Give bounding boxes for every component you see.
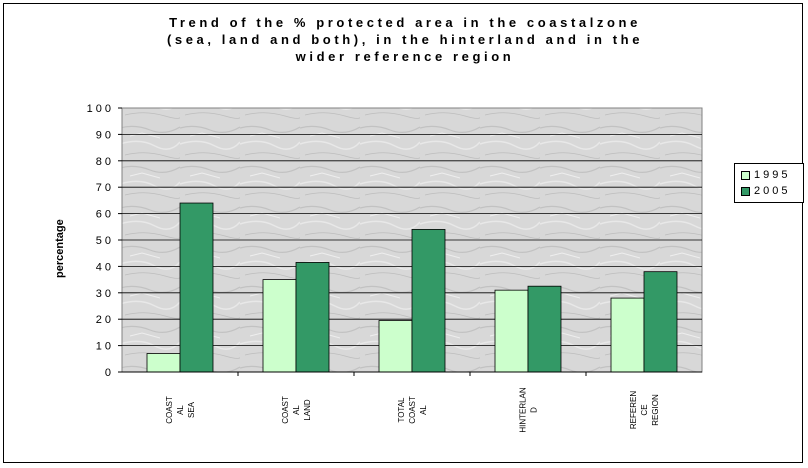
x-tick-label: AL — [176, 405, 185, 415]
legend-label-1995: 1995 — [754, 169, 791, 181]
x-tick-labels: COAST AL SEA COAST AL LAND TOTAL COAST AL HINTERL… — [165, 372, 660, 433]
x-tick-label: AL — [292, 405, 301, 415]
legend-item-1995: 1995 — [741, 169, 790, 181]
y-tick-label: 80 — [96, 156, 114, 168]
y-tick-label: 0 — [105, 367, 114, 379]
x-tick-label: LAND — [303, 399, 312, 421]
y-tick-label: 100 — [87, 103, 114, 115]
legend: 1995 2005 — [734, 163, 804, 203]
y-tick-label: 20 — [96, 314, 114, 326]
bar-2005-4 — [527, 285, 562, 373]
bar-2005-2 — [295, 262, 330, 373]
legend-swatch-2005 — [741, 186, 750, 196]
x-tick-label: REGION — [651, 394, 660, 426]
legend-item-2005: 2005 — [741, 185, 790, 197]
x-tick-label: CE — [640, 404, 649, 415]
x-tick-label: D — [530, 407, 539, 413]
bar-1995-1 — [146, 353, 181, 373]
bar-1995-5 — [610, 297, 645, 373]
bar-2005-5 — [643, 271, 678, 373]
x-tick-label: REFEREN — [629, 391, 638, 429]
bar-1995-3 — [378, 320, 413, 373]
chart-title: Trend of the % protected area in the coa… — [95, 14, 715, 65]
y-tick-label: 30 — [96, 288, 114, 300]
y-tick-label: 70 — [96, 182, 114, 194]
bar-1995-4 — [494, 289, 529, 373]
x-tick-label: COAST — [408, 396, 417, 424]
x-tick-label: TOTAL — [397, 397, 406, 423]
x-tick-label: HINTERLAN — [519, 387, 528, 433]
chart-title-line-3: wider reference region — [295, 49, 515, 64]
x-tick-label: COAST — [281, 396, 290, 424]
y-tick-label: 90 — [96, 129, 114, 141]
bars — [146, 202, 678, 373]
x-tick-label: COAST — [165, 396, 174, 424]
legend-label-2005: 2005 — [754, 185, 791, 197]
legend-swatch-1995 — [741, 170, 750, 180]
bar-2005-1 — [179, 202, 214, 373]
x-tick-label: AL — [419, 405, 428, 415]
y-tick-label: 50 — [96, 235, 114, 247]
y-tick-label: 40 — [96, 261, 114, 273]
chart-title-line-1: Trend of the % protected area in the coa… — [169, 15, 641, 30]
bar-2005-3 — [411, 229, 446, 373]
y-tick-label: 60 — [96, 209, 114, 221]
x-tick-label: SEA — [187, 401, 196, 418]
bar-1995-2 — [262, 279, 297, 373]
chart-title-line-2: (sea, land and both), in the hinterland … — [166, 32, 644, 47]
y-tick-label: 10 — [96, 341, 114, 353]
